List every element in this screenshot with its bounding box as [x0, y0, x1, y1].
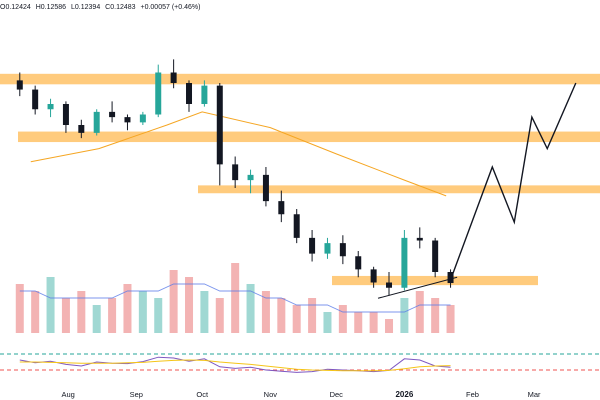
volume-bar: [338, 305, 347, 333]
resistance-zone: [0, 73, 600, 85]
volume-bar: [46, 277, 55, 333]
volume-bar: [185, 277, 194, 333]
volume-bar: [138, 291, 147, 333]
volume-bar: [215, 298, 224, 333]
moving-average-line: [30, 111, 447, 197]
candle-body: [370, 269, 377, 283]
rsi-layer: [0, 353, 600, 373]
volume-bar: [261, 291, 270, 333]
volume-bar: [369, 312, 378, 333]
trendline: [377, 276, 458, 299]
volume-bar: [154, 298, 163, 333]
candle-body: [339, 243, 346, 257]
candle-body: [355, 256, 362, 270]
resistance-zone: [198, 185, 600, 194]
candle-body: [293, 214, 300, 238]
volume-bar: [292, 305, 301, 333]
candle-body: [278, 201, 285, 215]
candle-body: [201, 85, 208, 104]
zones-layer: [0, 73, 600, 286]
candle-body: [262, 174, 269, 202]
volume-bar: [323, 312, 332, 333]
volume-bar: [108, 298, 117, 333]
candle-body: [401, 237, 408, 288]
volume-bar: [61, 298, 70, 333]
volume-bar: [385, 319, 394, 333]
candle-body: [93, 111, 100, 133]
x-axis: Aug Sep Oct Nov Dec 2026 Feb Mar: [61, 390, 541, 399]
resistance-zone: [332, 275, 538, 286]
ohlc-high: H0.12586: [35, 4, 67, 11]
volume-bar: [246, 284, 255, 333]
candle-body: [32, 89, 39, 110]
candle-body: [170, 72, 177, 83]
candle-body: [109, 111, 116, 118]
resistance-zone: [18, 131, 600, 143]
candle-body: [216, 85, 223, 165]
x-tick-label: 2026: [395, 390, 413, 399]
volume-bar: [200, 291, 209, 333]
volume-bar: [277, 298, 286, 333]
volume-bar: [231, 263, 240, 333]
volume-bar: [308, 298, 317, 333]
candle-body: [62, 104, 69, 125]
candle-body: [432, 240, 439, 272]
candle-body: [78, 125, 85, 133]
volume-bar: [92, 305, 101, 333]
x-tick-label: Feb: [466, 390, 479, 399]
volume-ma-line: [19, 283, 451, 313]
candle-body: [247, 174, 254, 181]
candle-body: [47, 104, 54, 110]
volume-bar: [415, 291, 424, 333]
volume-bar: [400, 298, 409, 333]
x-tick-label: Mar: [528, 390, 541, 399]
ohlc-open: O0.12424: [0, 4, 31, 11]
projection-path: [449, 82, 577, 281]
moving-average-layer: [30, 111, 447, 197]
ohlc-low: L0.12394: [71, 4, 101, 11]
candle-body: [309, 237, 316, 254]
candle-body: [324, 243, 331, 254]
volume-bar: [77, 291, 86, 333]
candles-layer: [16, 59, 454, 296]
ohlc-readout: O0.12424 H0.12586 L0.12394 C0.12483 +0.0…: [0, 4, 203, 11]
rsi-ma-line: [19, 359, 451, 372]
ohlc-change: +0.00057 (+0.46%): [140, 4, 201, 11]
candle-body: [447, 272, 454, 284]
volume-bar: [354, 312, 363, 333]
x-tick-label: Sep: [130, 390, 143, 399]
candle-body: [386, 282, 393, 288]
candle-body: [139, 114, 146, 123]
candle-body: [416, 237, 423, 241]
x-tick-label: Dec: [330, 390, 344, 399]
ohlc-close: C0.12483: [105, 4, 136, 11]
x-tick-label: Nov: [264, 390, 278, 399]
volume-bar: [31, 291, 40, 333]
volume-bar: [169, 270, 178, 333]
volume-layer: [15, 263, 455, 333]
volume-bar: [446, 305, 455, 333]
volume-bar: [431, 298, 440, 333]
volume-bar: [15, 284, 24, 333]
x-tick-label: Oct: [196, 390, 209, 399]
annotation-layer: [377, 82, 577, 299]
candle-body: [186, 83, 193, 104]
volume-bar: [123, 284, 132, 333]
candle-body: [232, 164, 239, 181]
candle-body: [155, 72, 162, 115]
candle-body: [124, 117, 131, 123]
x-tick-label: Aug: [61, 390, 74, 399]
candle-body: [16, 80, 23, 90]
